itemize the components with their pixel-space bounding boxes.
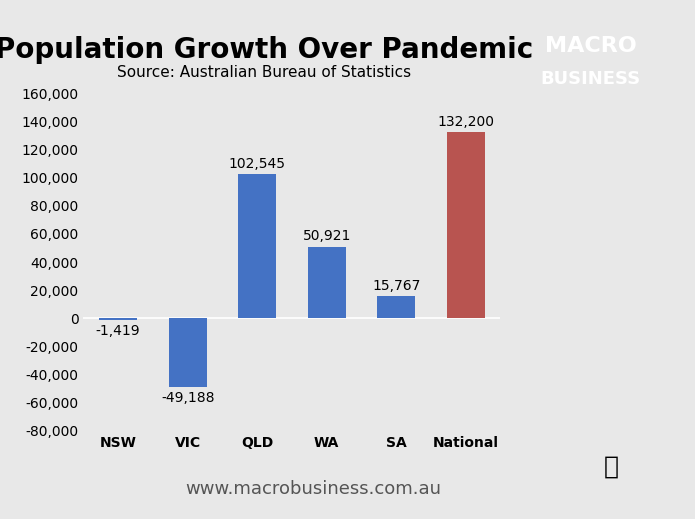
Bar [238,174,277,318]
Text: -49,188: -49,188 [161,391,214,405]
Bar [99,318,137,320]
Text: 15,767: 15,767 [372,279,420,293]
Text: 50,921: 50,921 [302,229,351,243]
Text: -1,419: -1,419 [96,324,140,338]
Text: 132,200: 132,200 [437,115,494,129]
Text: Population Growth Over Pandemic: Population Growth Over Pandemic [0,36,533,64]
Text: 🐺: 🐺 [604,455,619,479]
Bar [446,132,484,318]
Bar [377,296,416,318]
Text: Source: Australian Bureau of Statistics: Source: Australian Bureau of Statistics [117,65,411,80]
Text: BUSINESS: BUSINESS [541,70,641,88]
Text: MACRO: MACRO [545,36,637,57]
Bar [308,247,346,318]
Text: www.macrobusiness.com.au: www.macrobusiness.com.au [185,480,441,498]
Bar [168,318,207,388]
Text: 102,545: 102,545 [229,157,286,171]
